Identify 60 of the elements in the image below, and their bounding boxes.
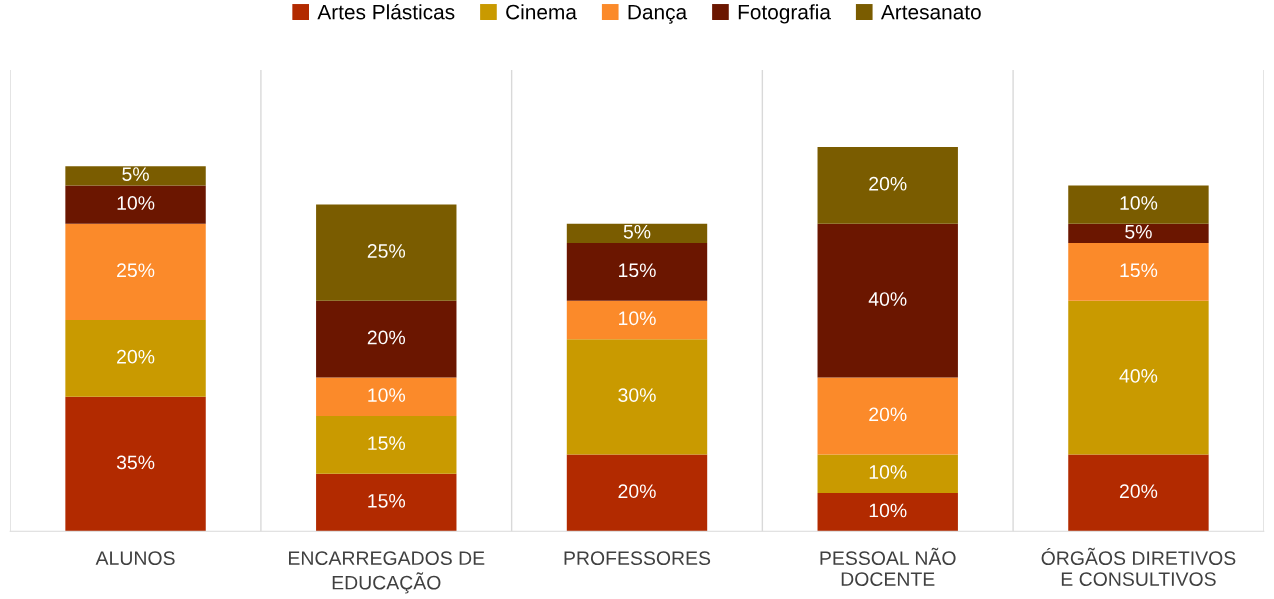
data-label: 25% <box>367 244 406 258</box>
bar <box>817 377 958 455</box>
bar <box>566 300 708 340</box>
legend-label: Dança <box>628 4 688 24</box>
data-label: 5% <box>1125 224 1152 239</box>
data-label: 10% <box>869 503 907 518</box>
bar <box>65 396 206 532</box>
data-label: 5% <box>122 167 149 181</box>
data-label: 10% <box>869 465 907 479</box>
bar <box>817 492 958 532</box>
data-label: 20% <box>869 176 907 191</box>
data-label: 30% <box>618 388 656 403</box>
data-label: 10% <box>1120 196 1158 210</box>
bar <box>65 166 206 186</box>
data-label: 20% <box>367 330 406 345</box>
bar <box>1068 300 1209 455</box>
data-label: 20% <box>1119 484 1158 499</box>
data-label: 10% <box>117 196 155 210</box>
legend-label: Cinema <box>506 4 577 20</box>
bar <box>316 416 457 474</box>
bar <box>566 243 708 301</box>
bar <box>65 319 206 397</box>
bar <box>1068 454 1209 532</box>
data-label: 20% <box>618 484 656 499</box>
bar <box>566 339 708 455</box>
bar <box>566 454 708 532</box>
bar <box>817 223 958 378</box>
data-label: 10% <box>368 388 406 403</box>
data-label: 40% <box>868 292 907 306</box>
x-tick-label: PESSOAL NÃO DOCENTE <box>820 547 956 586</box>
bar <box>566 223 708 244</box>
data-label: 10% <box>619 311 656 326</box>
bar <box>65 223 206 320</box>
bar <box>316 300 457 378</box>
bar <box>316 377 457 417</box>
bar <box>817 146 958 224</box>
data-label: 20% <box>869 407 907 422</box>
bar <box>1068 223 1209 244</box>
bar <box>316 204 457 301</box>
data-label: 15% <box>368 494 406 508</box>
data-label: 40% <box>1119 369 1158 383</box>
data-label: 35% <box>116 455 155 470</box>
bar <box>65 185 206 224</box>
data-label: 15% <box>1120 263 1158 278</box>
x-tick-label: ALUNOS <box>95 551 175 566</box>
x-tick-label: PROFESSORES <box>564 551 711 566</box>
x-tick-label: ENCARREGADOS DE EDUCAÇÃO <box>289 551 485 594</box>
legend-label: Artes Plásticas <box>317 3 455 20</box>
data-label: 20% <box>117 349 155 364</box>
data-label: 15% <box>368 436 406 451</box>
data-label: 5% <box>623 224 651 239</box>
bar <box>1068 243 1209 301</box>
x-tick-label: ÓRGÃOS DIRETIVOS E CONSULTIVOS <box>1041 547 1236 586</box>
bar <box>1068 185 1209 224</box>
bar <box>316 473 457 532</box>
data-label: 15% <box>619 263 656 278</box>
bar <box>817 454 958 493</box>
legend-label: Artesanato <box>880 4 981 20</box>
legend-label: Fotografia <box>738 4 831 24</box>
data-label: 25% <box>117 263 155 278</box>
